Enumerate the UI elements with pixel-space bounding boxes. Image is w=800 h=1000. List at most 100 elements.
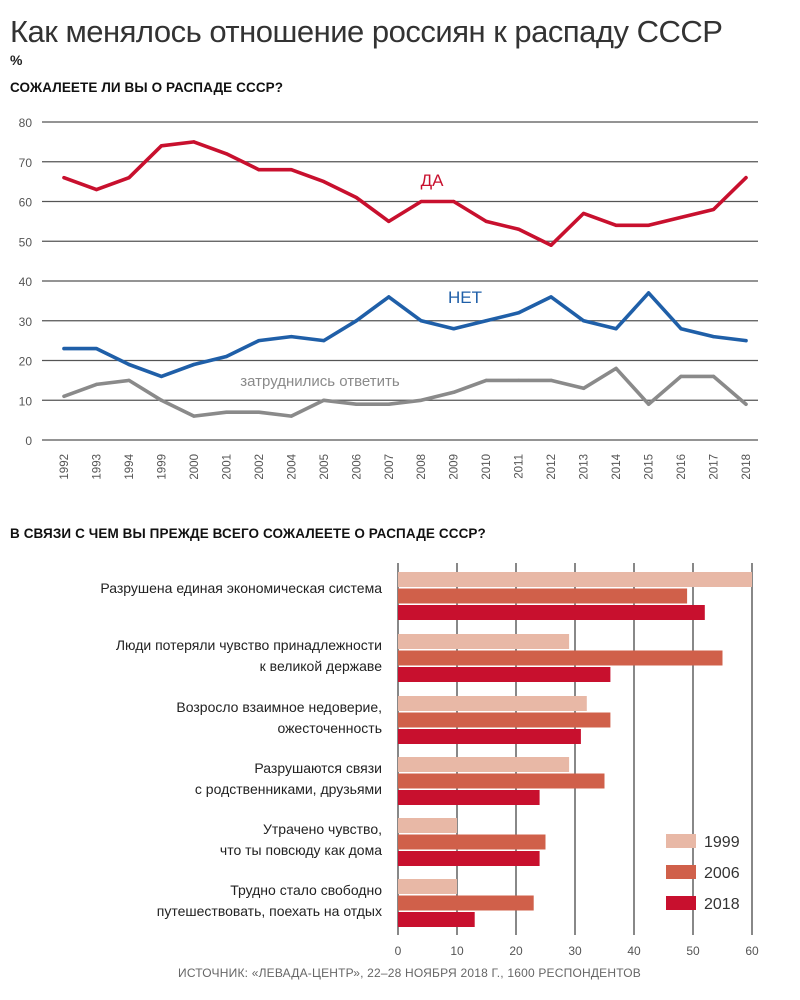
x-tick-label: 40 <box>627 944 641 958</box>
data-point <box>387 219 391 223</box>
bar <box>398 605 705 620</box>
x-tick-label: 2004 <box>286 453 298 479</box>
data-point <box>159 398 164 402</box>
x-tick-label: 50 <box>686 944 700 958</box>
y-tick-label: 70 <box>19 156 33 170</box>
bar <box>398 667 611 682</box>
data-point <box>192 362 196 367</box>
data-point <box>159 374 164 378</box>
x-tick-label: 2016 <box>676 454 688 480</box>
data-point <box>62 394 66 398</box>
x-tick-label: 30 <box>568 944 582 958</box>
data-point <box>614 223 618 227</box>
x-tick-label: 1999 <box>156 454 168 480</box>
bar <box>398 818 457 833</box>
data-point <box>354 195 358 200</box>
x-tick-label: 2000 <box>189 454 201 480</box>
bar <box>398 912 475 927</box>
data-point <box>387 295 391 299</box>
x-tick-label: 1992 <box>59 454 71 480</box>
data-point <box>452 327 456 331</box>
y-tick-label: 30 <box>19 315 33 329</box>
x-tick-label: 2012 <box>546 454 558 480</box>
y-tick-label: 50 <box>19 235 33 249</box>
data-point <box>582 319 586 323</box>
data-point <box>679 374 683 378</box>
bar <box>398 696 587 711</box>
x-tick-label: 0 <box>395 944 402 958</box>
x-tick-label: 2014 <box>611 453 623 479</box>
bar <box>398 729 581 744</box>
x-tick-label: 2018 <box>741 454 753 480</box>
data-point <box>127 176 131 180</box>
data-point <box>452 199 456 204</box>
data-point <box>322 339 326 343</box>
bar <box>398 773 605 789</box>
data-point <box>711 207 716 212</box>
data-point <box>94 187 99 192</box>
data-point <box>517 227 521 231</box>
data-point <box>517 378 521 382</box>
x-tick-label: 2006 <box>351 454 363 480</box>
legend-label: 2018 <box>704 896 740 913</box>
data-point <box>94 382 99 386</box>
data-point <box>484 219 488 223</box>
y-tick-label: 40 <box>19 275 33 289</box>
data-point <box>289 335 293 339</box>
y-tick-label: 0 <box>25 434 32 448</box>
data-point <box>711 374 716 378</box>
x-tick-label: 10 <box>450 944 464 958</box>
x-tick-label: 2010 <box>481 454 493 480</box>
bar <box>398 588 688 604</box>
source-note: ИСТОЧНИК: «ЛЕВАДА-ЦЕНТР», 22–28 НОЯБРЯ 2… <box>178 966 641 980</box>
x-tick-label: 2009 <box>449 454 461 480</box>
chart-title: Как менялось отношение россиян к распаду… <box>10 14 723 49</box>
legend-swatch <box>666 834 696 848</box>
data-point <box>484 319 488 323</box>
series-line-0 <box>62 140 748 247</box>
data-point <box>224 354 228 359</box>
data-point <box>322 180 326 184</box>
bar <box>398 895 534 911</box>
bar <box>398 712 611 728</box>
data-point <box>419 199 423 204</box>
category-label: к великой державе <box>260 658 383 674</box>
data-point <box>452 390 456 394</box>
data-point <box>94 346 99 351</box>
data-point <box>582 386 586 390</box>
category-label: Возросло взаимное недоверие, <box>176 699 382 715</box>
category-label: Разрушаются связи <box>254 760 382 776</box>
category-label: Утрачено чувство, <box>263 821 382 837</box>
legend-swatch <box>666 896 696 910</box>
category-label: Люди потеряли чувство принадлежности <box>116 637 382 653</box>
x-tick-label: 2008 <box>416 454 428 480</box>
data-point <box>62 346 66 351</box>
data-point <box>354 402 358 406</box>
line-chart-question: СОЖАЛЕЕТЕ ЛИ ВЫ О РАСПАДЕ СССР? <box>10 80 284 95</box>
unit-label: % <box>10 52 23 68</box>
data-point <box>614 327 618 331</box>
data-point <box>322 398 326 402</box>
data-point <box>127 362 131 367</box>
x-tick-label: 2001 <box>221 454 233 480</box>
x-tick-label: 2011 <box>514 454 526 479</box>
data-point <box>679 215 683 219</box>
data-point <box>257 410 261 414</box>
x-tick-label: 2007 <box>384 454 396 480</box>
x-tick-label: 2015 <box>644 454 656 480</box>
bar <box>398 851 540 866</box>
data-point <box>354 319 358 323</box>
data-point <box>419 398 423 402</box>
data-point <box>62 176 66 180</box>
bar-chart-question: В СВЯЗИ С ЧЕМ ВЫ ПРЕЖДЕ ВСЕГО СОЖАЛЕЕТЕ … <box>10 526 486 541</box>
legend-swatch <box>666 865 696 879</box>
data-point <box>646 223 651 227</box>
data-point <box>744 402 748 406</box>
data-point <box>549 295 553 299</box>
bar <box>398 879 457 894</box>
data-point <box>289 168 293 172</box>
data-point <box>289 414 293 418</box>
bar <box>398 650 723 666</box>
y-tick-label: 10 <box>19 394 33 408</box>
